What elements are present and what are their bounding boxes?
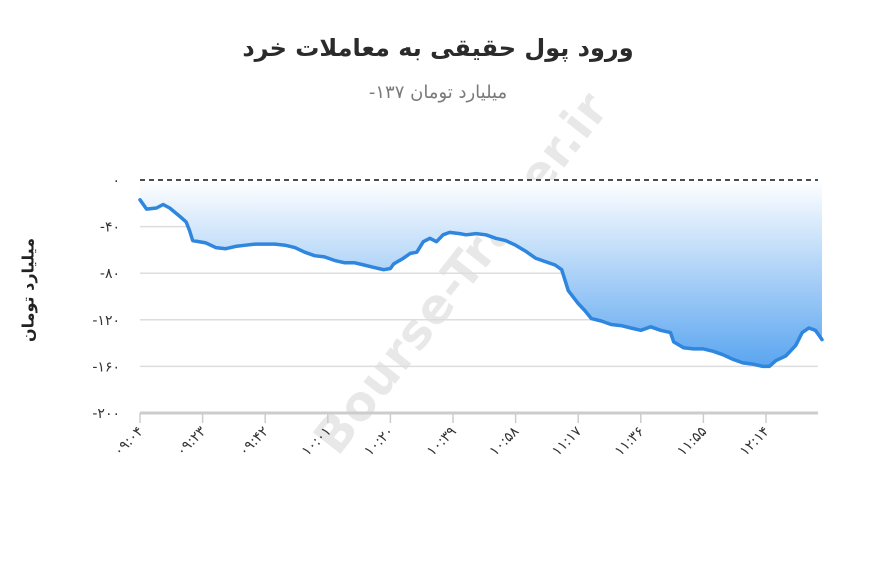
data-area: [140, 180, 822, 367]
chart-subtitle: میلیارد تومان ۱۳۷-: [368, 82, 508, 103]
x-tick-label: ۰۹:۰۴: [111, 424, 147, 460]
x-tick-label: ۱۰:۵۸: [487, 423, 523, 459]
y-tick-label: ۰: [112, 173, 120, 189]
x-tick-label: ۱۰:۰۱: [299, 424, 335, 460]
data-line: [138, 198, 824, 369]
x-tick-label: ۱۰:۳۹: [424, 424, 460, 460]
x-tick-label: ۱۱:۵۵: [674, 424, 710, 460]
y-tick-label: -۲۰۰: [92, 406, 120, 422]
x-tick-label: ۱۱:۳۶: [612, 424, 648, 460]
y-axis-ticks: ۰ -۴۰ -۸۰ -۱۲۰ -۱۶۰ -۲۰۰: [92, 173, 120, 422]
x-tick-label: ۱۰:۲۰: [361, 424, 397, 460]
x-tick-label: ۰۹:۲۳: [174, 423, 210, 459]
y-tick-label: -۸۰: [100, 266, 120, 282]
y-tick-label: -۱۲۰: [92, 313, 120, 329]
chart-title: ورود پول حقیقی به معاملات خرد: [242, 34, 634, 62]
x-tick-label: ۰۹:۴۲: [236, 424, 272, 460]
x-tick-label: ۱۱:۱۷: [549, 423, 585, 459]
y-tick-label: -۱۶۰: [92, 359, 120, 375]
x-axis-ticks: ۰۹:۰۴ ۰۹:۲۳ ۰۹:۴۲ ۱۰:۰۱ ۱۰:۲۰ ۱۰:۳۹ ۱۰:۵۸ ۱۱:۱۷…: [111, 413, 773, 459]
y-tick-label: -۴۰: [100, 220, 120, 236]
x-tick-label: ۱۲:۱۴: [737, 424, 773, 460]
